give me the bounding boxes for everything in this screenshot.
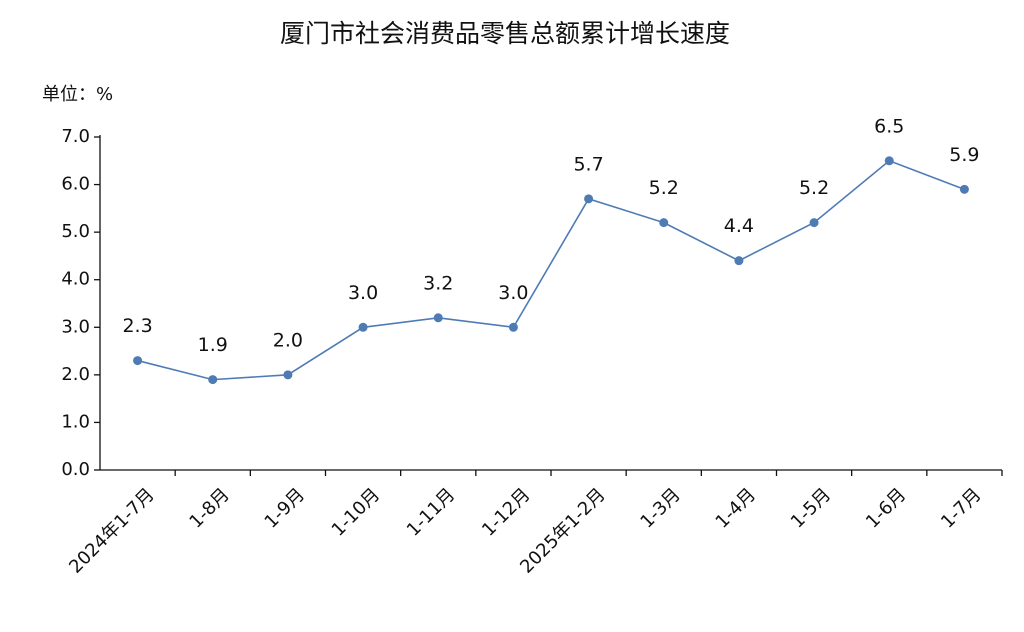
point — [508, 322, 518, 332]
value-label: 3.0 — [498, 282, 528, 304]
value-label: 3.0 — [348, 282, 378, 304]
unit-label: 单位：% — [42, 84, 113, 105]
point — [884, 156, 894, 166]
y-tick-label: 0.0 — [61, 459, 90, 480]
x-tick-label: 1-3月 — [636, 484, 684, 532]
point — [959, 184, 969, 194]
x-tick-label: 1-5月 — [787, 484, 835, 532]
x-tick-label: 1-7月 — [937, 484, 985, 532]
value-label: 6.5 — [874, 115, 904, 137]
x-tick-label: 1-8月 — [185, 484, 233, 532]
y-tick-label: 6.0 — [61, 174, 90, 195]
value-label: 2.0 — [273, 329, 303, 351]
value-label: 5.7 — [573, 153, 603, 175]
point — [584, 194, 594, 204]
y-tick-label: 3.0 — [61, 316, 90, 337]
point — [659, 218, 669, 228]
point — [358, 322, 368, 332]
y-tick-label: 2.0 — [61, 364, 90, 385]
x-tick-label: 1-12月 — [478, 484, 534, 540]
point — [433, 313, 443, 323]
y-tick-label: 4.0 — [61, 269, 90, 290]
value-label: 2.3 — [122, 315, 152, 337]
point — [809, 218, 819, 228]
point — [734, 256, 744, 266]
point — [208, 375, 218, 385]
value-label: 1.9 — [198, 334, 228, 356]
point — [283, 370, 293, 380]
value-label: 3.2 — [423, 272, 453, 294]
value-label: 5.2 — [799, 177, 829, 199]
x-tick-label: 1-6月 — [862, 484, 910, 532]
x-tick-label: 2024年1-7月 — [65, 484, 158, 577]
y-tick-label: 7.0 — [61, 126, 90, 147]
y-tick-label: 5.0 — [61, 221, 90, 242]
value-label: 4.4 — [724, 215, 754, 237]
value-label: 5.2 — [649, 177, 679, 199]
point — [133, 356, 143, 366]
chart-title: 厦门市社会消费品零售总额累计增长速度 — [280, 19, 730, 48]
line — [137, 159, 965, 381]
value-label: 5.9 — [949, 144, 979, 166]
x-tick-label: 1-11月 — [403, 484, 459, 540]
x-tick-label: 1-4月 — [712, 484, 760, 532]
x-tick-label: 1-9月 — [261, 484, 309, 532]
y-tick-label: 1.0 — [61, 411, 90, 432]
x-tick-label: 1-10月 — [328, 484, 384, 540]
